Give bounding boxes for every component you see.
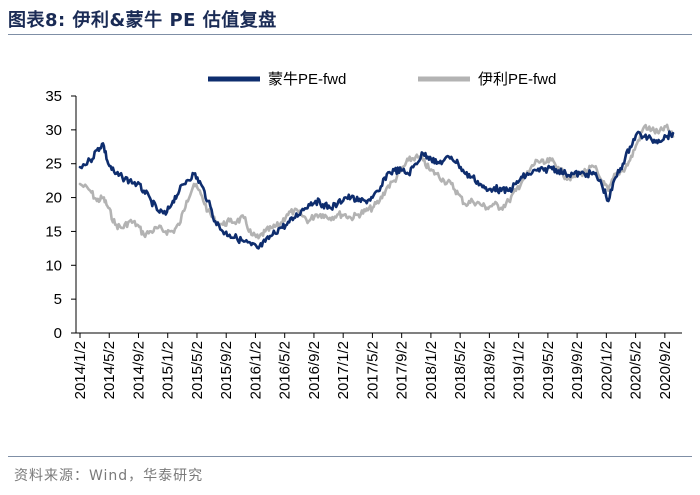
bottom-divider	[8, 456, 692, 457]
chart-axes: 0 5 10 15 20 25 30 35 2014/1/2 2014/5/2 2014/9/2 20…	[45, 88, 682, 399]
x-tick-label: 2016/5/2	[277, 341, 294, 399]
pe-valuation-line-chart: 0 5 10 15 20 25 30 35 2014/1/2 2014/5/2 2014/9/2 20…	[45, 71, 682, 399]
x-tick-label: 2018/9/2	[481, 341, 498, 399]
x-tick-label: 2014/1/2	[72, 341, 89, 399]
top-divider	[8, 34, 692, 35]
y-tick-label: 35	[45, 88, 62, 105]
x-tick-label: 2019/9/2	[569, 341, 586, 399]
x-tick-label: 2019/5/2	[540, 341, 557, 399]
x-tick-label: 2020/5/2	[628, 341, 645, 399]
x-tick-label: 2017/9/2	[394, 341, 411, 399]
x-tick-label: 2020/9/2	[657, 341, 674, 399]
series-layer	[78, 123, 675, 250]
legend-label: 蒙牛PE-fwd	[268, 71, 346, 88]
y-tick-label: 20	[45, 190, 62, 207]
y-tick-label: 5	[54, 291, 62, 308]
series-line	[78, 130, 675, 250]
x-tick-label: 2017/1/2	[335, 341, 352, 399]
x-tick-label: 2014/5/2	[101, 341, 118, 399]
legend-label: 伊利PE-fwd	[478, 71, 556, 88]
x-tick-label: 2015/1/2	[160, 341, 177, 399]
x-tick-label: 2014/9/2	[130, 341, 147, 399]
y-tick-label: 10	[45, 257, 62, 274]
y-tick-label: 30	[45, 122, 62, 139]
x-tick-label: 2015/5/2	[189, 341, 206, 399]
x-tick-label: 2020/1/2	[598, 341, 615, 399]
x-tick-label: 2019/1/2	[511, 341, 528, 399]
x-tick-label: 2018/1/2	[423, 341, 440, 399]
x-tick-label: 2018/5/2	[452, 341, 469, 399]
figure-title: 图表8: 伊利&蒙牛 PE 估值复盘	[8, 10, 277, 31]
y-tick-label: 0	[54, 325, 62, 342]
x-tick-label: 2015/9/2	[218, 341, 235, 399]
x-tick-label: 2016/1/2	[247, 341, 264, 399]
series-line	[78, 123, 675, 240]
y-tick-label: 15	[45, 223, 62, 240]
x-tick-label: 2017/5/2	[364, 341, 381, 399]
x-tick-label: 2016/9/2	[306, 341, 323, 399]
chart-legend: 蒙牛PE-fwd 伊利PE-fwd	[208, 71, 556, 88]
source-note: 资料来源：Wind，华泰研究	[14, 468, 204, 484]
y-tick-label: 25	[45, 156, 62, 173]
